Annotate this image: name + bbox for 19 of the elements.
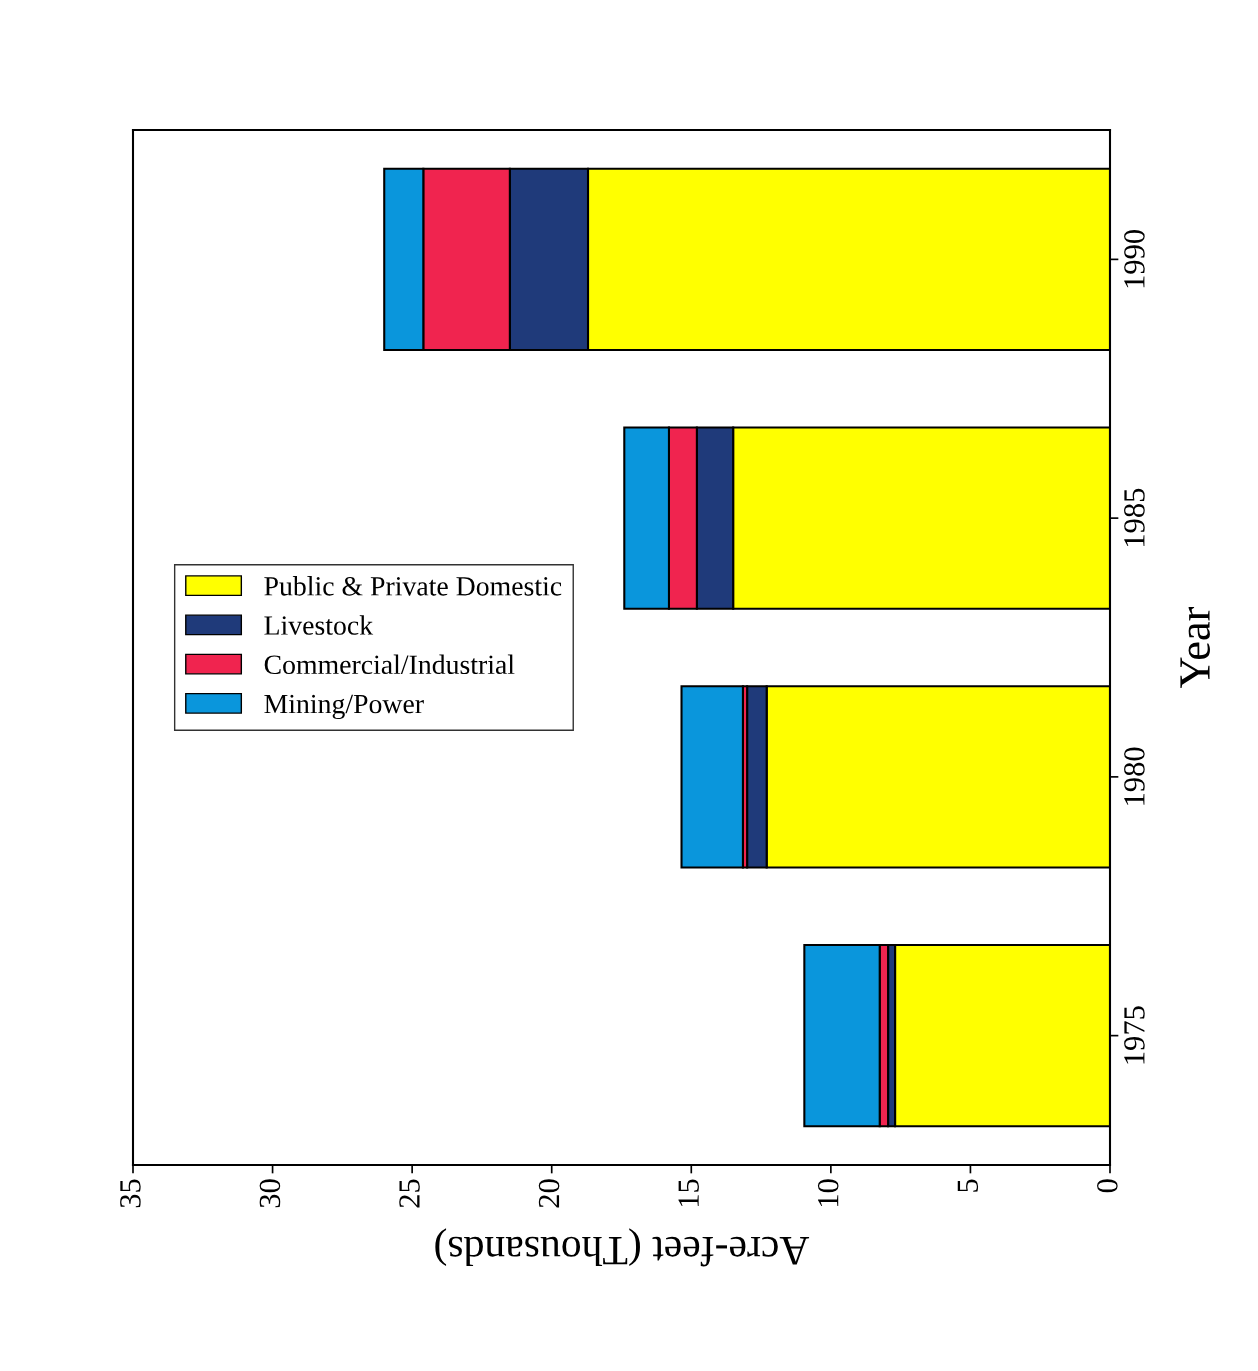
legend-label: Commercial/Industrial (264, 654, 515, 675)
x-tick-label: 20 (538, 1179, 560, 1208)
x-tick-label: 10 (817, 1179, 839, 1207)
x-tick-label: 25 (399, 1179, 420, 1208)
legend-label: Public & Private Domestic (264, 576, 562, 596)
legend-label: Mining/Power (264, 694, 424, 720)
y-tick-label: 1975 (1124, 1006, 1145, 1064)
legend-label: Livestock (264, 615, 374, 635)
x-tick-label: 0 (1097, 1179, 1118, 1193)
bar (680, 685, 744, 869)
x-tick-label: 5 (957, 1179, 979, 1192)
y-tick-label: 1980 (1124, 747, 1145, 805)
y-axis-title: Year (1180, 606, 1210, 688)
x-tick-label: 35 (120, 1179, 141, 1208)
y-tick-label: 1990 (1124, 229, 1145, 288)
x-axis-title: Acre-feet (Thousands) (435, 1228, 810, 1267)
y-tick-label: 1985 (1124, 488, 1145, 546)
x-tick-label: 30 (259, 1179, 281, 1208)
x-tick-label: 15 (678, 1179, 699, 1207)
